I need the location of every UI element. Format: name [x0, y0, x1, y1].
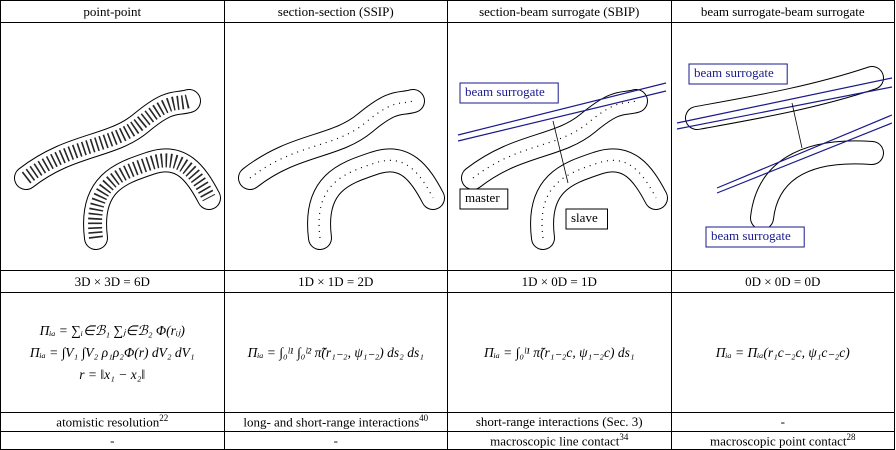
formula-cell: Πᵢₐ = ∫₀ˡ¹ ∫₀ˡ² π̃̃(r₁₋₂, ψ₁₋₂) ds₂ ds₁: [223, 292, 448, 413]
figure-cell: [223, 22, 448, 271]
surrogate-line: [716, 114, 892, 189]
dimension-row: 3D × 3D = 6D 1D × 1D = 2D 1D × 0D = 1D 0D ×…: [0, 270, 895, 293]
label-box: [688, 63, 788, 85]
tube-axis: [88, 153, 216, 239]
dimension-cell: 0D × 0D = 0D: [670, 270, 895, 293]
label-box: [705, 226, 805, 248]
dimension-cell: 1D × 0D = 1D: [447, 270, 672, 293]
figure-label: beam surrogate: [711, 228, 791, 243]
formula-line: r = ‖x₁ − x₂‖: [79, 366, 146, 382]
scope-row: atomistic resolution22 long- and short-ra…: [0, 412, 895, 432]
dimension-cell: 1D × 1D = 2D: [223, 270, 448, 293]
figure-label: beam surrogate: [694, 65, 774, 80]
tube-axis: [472, 100, 637, 179]
figure-cell: [0, 22, 225, 271]
surrogate-line: [716, 122, 892, 194]
formula-row: Πᵢₐ = ∑ᵢ∈ℬ₁ ∑ⱼ∈ℬ₂ Φ(rᵢⱼ) Πᵢₐ = ∫V₁ ∫V₂ ρ₁…: [0, 292, 895, 413]
contact-cell: -: [223, 430, 448, 450]
reference: 28: [846, 432, 856, 442]
note-text: atomistic resolution: [56, 414, 160, 430]
scope-cell: long- and short-range interactions40: [223, 412, 448, 432]
contact-cell: macroscopic line contact34: [447, 430, 672, 450]
formula-line: Πᵢₐ = ∫₀ˡ¹ π̃(r₁₋₂c, ψ₁₋₂c) ds₁: [483, 344, 635, 360]
figure-label: slave: [571, 210, 598, 225]
tube-body: [750, 141, 883, 229]
surrogate-line: [791, 102, 803, 149]
tube-body: [531, 149, 668, 249]
header-cell: beam surrogate-beam surrogate: [670, 0, 895, 23]
scope-cell: atomistic resolution22: [0, 412, 225, 432]
note-text: macroscopic point contact: [710, 433, 847, 449]
surrogate-line: [458, 90, 667, 142]
figure: [237, 89, 445, 250]
header-cell: point-point: [0, 0, 225, 23]
note-text: macroscopic line contact: [490, 433, 620, 449]
tube-axis: [21, 94, 192, 184]
surrogate-line: [552, 120, 569, 184]
surrogate-line: [676, 77, 892, 124]
formula-line: Πᵢₐ = ∫V₁ ∫V₂ ρ₁ρ₂Φ(r) dV₂ dV₁: [29, 344, 195, 360]
label-box: [459, 82, 559, 104]
reference: 34: [619, 432, 629, 442]
tube-body: [307, 149, 444, 249]
header-row: point-point section-section (SSIP) section…: [0, 0, 895, 23]
reference: 22: [159, 413, 169, 424]
note-text: long- and short-range interactions: [243, 414, 420, 430]
header-cell: section-section (SSIP): [223, 0, 448, 23]
note-text: -: [333, 432, 338, 448]
formula-cell: Πᵢₐ = ∑ᵢ∈ℬ₁ ∑ⱼ∈ℬ₂ Φ(rᵢⱼ) Πᵢₐ = ∫V₁ ∫V₂ ρ₁…: [0, 292, 225, 413]
scope-cell: short-range interactions (Sec. 3): [447, 412, 672, 432]
contact-cell: macroscopic point contact28: [670, 430, 895, 450]
formula-line: Πᵢₐ = Πᵢₐ(r₁c₋₂c, ψ₁c₋₂c): [715, 344, 850, 360]
label-box: [565, 208, 609, 230]
tube-axis: [249, 100, 413, 179]
note-text: -: [110, 432, 115, 448]
scope-cell: -: [670, 412, 895, 432]
figure-cell: beam surrogate master slave: [447, 22, 672, 271]
formula-line: Πᵢₐ = ∑ᵢ∈ℬ₁ ∑ⱼ∈ℬ₂ Φ(rᵢⱼ): [39, 322, 185, 338]
dimension-cell: 3D × 3D = 6D: [0, 270, 225, 293]
figure-label: beam surrogate: [465, 84, 545, 99]
surrogate-line: [458, 82, 667, 136]
figure-row: beam surrogate master slave beam surrogate b…: [0, 22, 895, 271]
figure: [14, 89, 222, 250]
header-cell: section-beam surrogate (SBIP): [447, 0, 672, 23]
label-box: [459, 188, 509, 210]
note-text: short-range interactions (Sec. 3): [475, 414, 643, 429]
formula-cell: Πᵢₐ = ∫₀ˡ¹ π̃(r₁₋₂c, ψ₁₋₂c) ds₁: [447, 292, 672, 413]
contact-row: - - macroscopic line contact34 macroscopic …: [0, 430, 895, 450]
contact-cell: -: [0, 430, 225, 450]
figure-label: master: [465, 190, 500, 205]
surrogate-line: [676, 86, 892, 130]
formula-cell: Πᵢₐ = Πᵢₐ(r₁c₋₂c, ψ₁c₋₂c): [670, 292, 895, 413]
figure: beam surrogate beam surrogate: [676, 63, 892, 248]
formula-line: Πᵢₐ = ∫₀ˡ¹ ∫₀ˡ² π̃̃(r₁₋₂, ψ₁₋₂) ds₂ ds₁: [247, 344, 424, 360]
note-text: -: [780, 414, 785, 429]
reference: 40: [419, 413, 429, 424]
figure: beam surrogate master slave: [458, 82, 669, 250]
figure-cell: beam surrogate beam surrogate: [670, 22, 895, 271]
